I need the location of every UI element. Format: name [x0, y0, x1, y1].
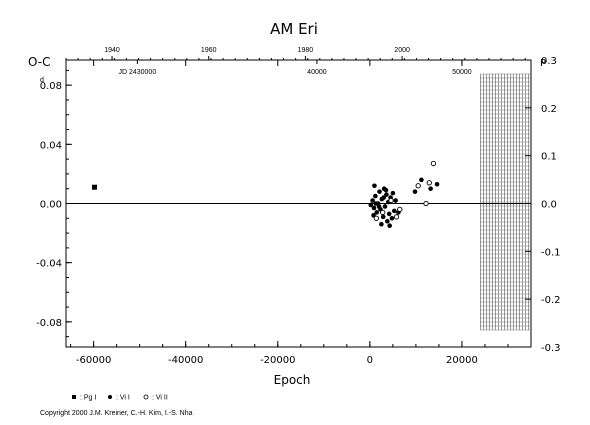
right-axis-unit: P: [540, 58, 546, 69]
point-vi-i: [434, 181, 440, 187]
point-vi-i: [419, 177, 424, 183]
legend-marker-filled: [108, 395, 112, 399]
x-tick-label: -40000: [168, 355, 203, 366]
right-tick-label: 0.1: [541, 152, 557, 163]
copyright-text: Copyright 2000 J.M. Kreiner, C.-H. Kim, …: [40, 410, 193, 417]
legend: : Pg I : Vi I : Vi II: [72, 395, 168, 402]
y-axis-label: O-C: [28, 55, 51, 69]
point-vi-i: [412, 189, 418, 194]
point-vi-ii: [415, 183, 421, 189]
x-tick-label: 20000: [446, 355, 478, 366]
right-tick-label: 0.2: [541, 104, 557, 115]
point-vi-i: [370, 198, 375, 203]
point-vi-i: [373, 201, 379, 206]
point-vi-ii: [397, 206, 403, 213]
right-tick-label: -0.3: [541, 343, 561, 354]
point-vi-i: [368, 202, 374, 208]
year-label: 1960: [201, 47, 217, 54]
x-tick-label: -60000: [76, 355, 111, 366]
point-vi-i: [428, 186, 433, 192]
point-vi-i: [376, 204, 382, 209]
y-tick-label: -0.08: [36, 318, 62, 329]
point-vi-i: [379, 221, 384, 227]
y-axis-right: -0.3 -0.2 -0.1 0.0 0.1 0.2 0.3: [525, 56, 561, 354]
point-vi-i: [389, 215, 395, 221]
x-tick-label: 0: [367, 355, 373, 366]
point-vi-i: [386, 211, 392, 217]
top-year-axis: 1940 1960 1980 2000: [65, 47, 526, 60]
x-axis: -60000 -40000 -20000 0 20000: [70, 60, 532, 366]
year-label: 1980: [298, 47, 314, 54]
point-vi-i: [371, 205, 377, 211]
jd-label: 40000: [307, 69, 327, 76]
point-vi-i: [393, 198, 398, 203]
year-label: 2000: [394, 47, 410, 54]
year-label: 1940: [104, 47, 120, 54]
point-vi-i: [372, 183, 377, 189]
x-axis-label: Epoch: [274, 373, 311, 387]
chart-title: AM Eri: [270, 20, 318, 38]
point-vi-ii: [380, 209, 386, 216]
point-pg-i: [92, 184, 98, 190]
point-vi-i: [381, 195, 386, 200]
legend-label: : Vi I: [116, 395, 130, 402]
point-vi-ii: [430, 160, 437, 167]
legend-label: : Vi II: [152, 395, 168, 402]
right-tick-label: -0.1: [541, 247, 561, 258]
point-vi-i: [382, 204, 388, 209]
point-vi-ii: [423, 200, 429, 207]
point-vi-i: [384, 192, 389, 197]
x-tick-label: -20000: [260, 355, 295, 366]
legend-marker-open: [143, 394, 149, 400]
point-vi-i: [391, 208, 397, 214]
point-vi-i: [387, 223, 392, 228]
jd-label: 50000: [452, 69, 472, 76]
point-vi-i: [377, 189, 382, 194]
y-tick-label: -0.04: [36, 259, 62, 270]
legend-label: : Pg I: [80, 395, 96, 402]
point-vi-i: [385, 218, 390, 224]
y-tick-label: 0.04: [40, 140, 62, 151]
right-tick-label: 0.0: [541, 200, 557, 211]
point-vi-i: [380, 214, 386, 220]
point-vi-ii: [393, 214, 400, 220]
jd-label: JD 2430000: [118, 69, 156, 76]
y-tick-label: 0.08: [40, 81, 62, 92]
y-tick-label: 0.00: [40, 200, 62, 211]
legend-marker-square: [72, 395, 76, 399]
hatch-region: [480, 73, 531, 331]
right-tick-label: 0.3: [541, 56, 557, 67]
point-vi-i: [383, 187, 389, 193]
data-points: [92, 160, 440, 228]
point-vi-i: [373, 193, 378, 199]
point-vi-ii: [426, 180, 432, 186]
point-vi-i: [374, 210, 380, 215]
point-vi-ii: [388, 197, 394, 204]
point-vi-i: [390, 190, 396, 196]
point-vi-ii: [373, 215, 379, 221]
jd-labels: JD 2430000 40000 50000: [118, 60, 472, 76]
right-tick-label: -0.2: [541, 295, 561, 306]
y-axis-left: -0.08 -0.04 0.00 0.04 0.08: [36, 69, 72, 338]
y-axis-unit: d: [40, 77, 44, 84]
